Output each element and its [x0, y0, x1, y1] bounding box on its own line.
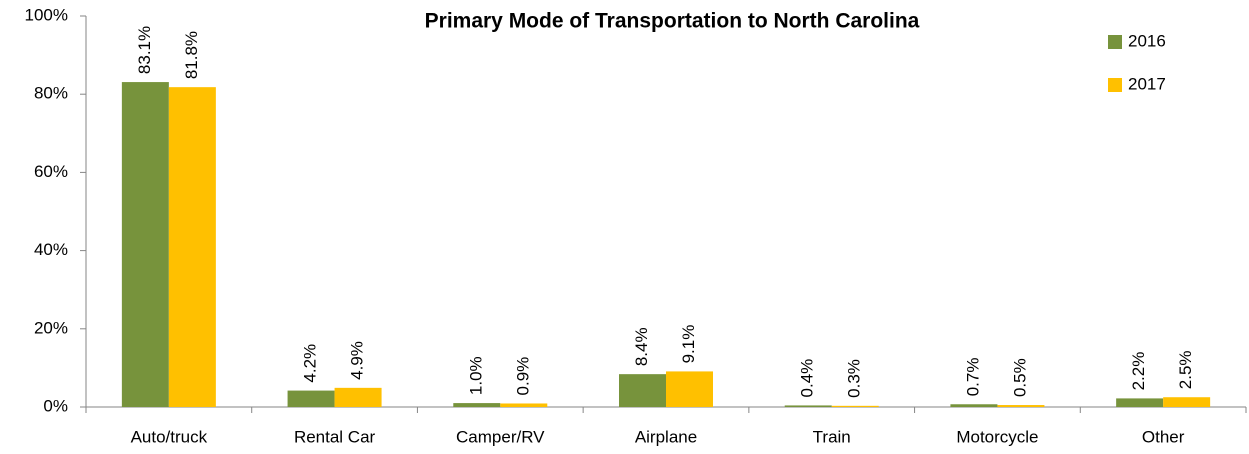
legend-swatch: [1108, 35, 1122, 49]
data-label: 0.4%: [798, 359, 817, 398]
data-label: 2.2%: [1129, 352, 1148, 391]
bar: [831, 405, 879, 407]
x-tick-label: Other: [1142, 427, 1185, 446]
legend-label: 2017: [1128, 74, 1166, 93]
data-label: 1.0%: [466, 356, 485, 395]
chart-title: Primary Mode of Transportation to North …: [425, 10, 920, 33]
data-label: 4.2%: [301, 344, 320, 383]
data-label: 0.5%: [1010, 358, 1029, 397]
data-label: 8.4%: [632, 327, 651, 366]
bar: [950, 404, 998, 407]
y-tick-label: 0%: [43, 396, 68, 415]
data-label: 0.7%: [963, 358, 982, 397]
x-tick-label: Motorcycle: [956, 427, 1038, 446]
bar: [666, 371, 713, 407]
bar: [453, 403, 501, 407]
bar: [287, 390, 335, 407]
bar: [1163, 397, 1211, 407]
y-tick-label: 40%: [34, 240, 68, 259]
y-tick-label: 100%: [25, 5, 68, 24]
x-tick-label: Train: [813, 427, 851, 446]
legend-swatch: [1108, 78, 1122, 92]
x-tick-label: Auto/truck: [131, 427, 208, 446]
data-label: 0.9%: [513, 357, 532, 396]
bar: [784, 405, 832, 407]
data-label: 0.3%: [845, 359, 864, 398]
y-tick-label: 20%: [34, 318, 68, 337]
bar: [121, 82, 169, 407]
data-label: 4.9%: [348, 341, 367, 380]
bar: [168, 87, 216, 408]
data-label: 2.5%: [1176, 350, 1195, 389]
bar: [500, 403, 548, 407]
y-tick-label: 60%: [34, 162, 68, 181]
bar: [619, 374, 666, 407]
bar: [334, 387, 382, 407]
data-label: 9.1%: [679, 325, 698, 364]
x-tick-label: Rental Car: [294, 427, 376, 446]
bar: [1116, 398, 1164, 407]
data-label: 81.8%: [182, 31, 201, 79]
legend-label: 2016: [1128, 31, 1166, 50]
bar: [997, 405, 1045, 407]
data-label: 83.1%: [135, 26, 154, 74]
x-tick-label: Airplane: [635, 427, 697, 446]
x-tick-label: Camper/RV: [456, 427, 545, 446]
y-tick-label: 80%: [34, 84, 68, 103]
